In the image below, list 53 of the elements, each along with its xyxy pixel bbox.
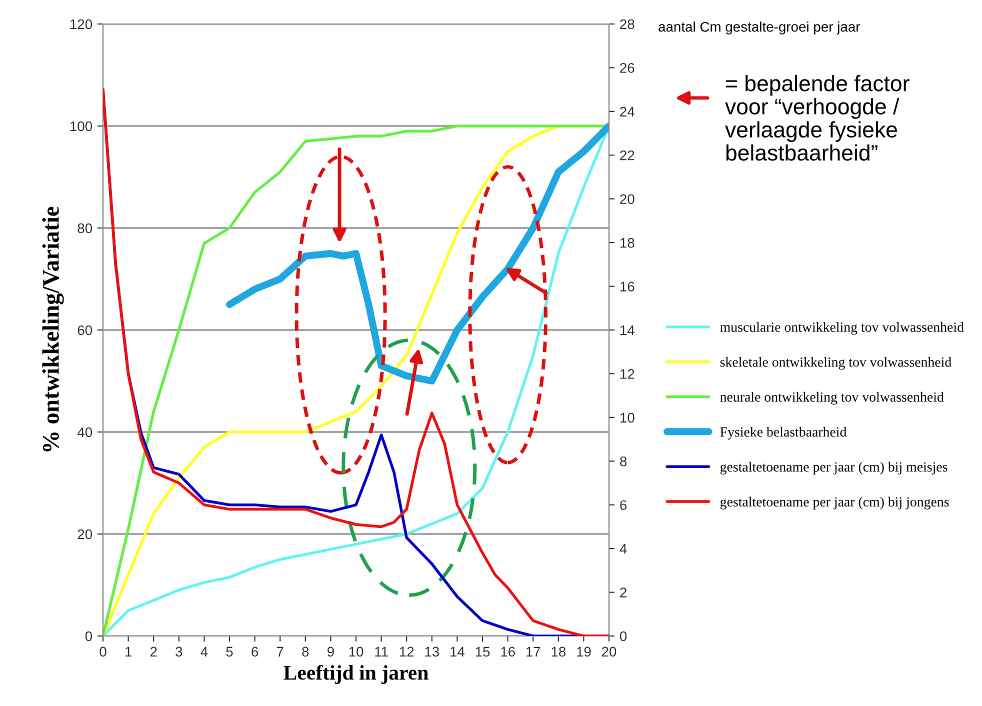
y2-tick-label: 26 <box>620 63 634 73</box>
x-tick-label: 0 <box>100 646 106 657</box>
x-tick-label: 18 <box>552 646 566 657</box>
legend-label: Fysieke belastbaarheid <box>720 426 847 440</box>
x-tick-label: 14 <box>450 646 465 656</box>
y-tick-label: 80 <box>78 223 92 234</box>
legend-label: gestaltetoename per jaar (cm) bij jongens <box>720 496 949 510</box>
y2-tick-label: 16 <box>620 282 634 292</box>
y2-axis-title: aantal Cm gestalte-groei per jaar <box>658 22 860 34</box>
y2-tick-label: 4 <box>620 544 627 554</box>
y2-tick-label: 0 <box>620 631 627 642</box>
y2-tick-label: 20 <box>620 194 634 204</box>
x-tick-label: 17 <box>526 646 540 656</box>
y2-tick-label: 24 <box>620 106 634 116</box>
legend-label: gestaltetoename per jaar (cm) bij meisjes <box>720 462 948 474</box>
y2-tick-label: 22 <box>620 150 634 160</box>
x-tick-label: 13 <box>425 646 440 657</box>
x-tick-label: 8 <box>302 646 309 657</box>
y2-tick-label: 6 <box>620 500 627 510</box>
y2-tick-label: 12 <box>620 369 634 379</box>
x-tick-label: 7 <box>276 646 284 656</box>
legend-label: skeletale ontwikkeling tov volwassenheid <box>720 356 952 370</box>
y2-tick-label: 14 <box>620 325 634 336</box>
y2-tick-label: 28 <box>620 19 634 30</box>
legend-label: muscularie ontwikkeling tov volwassenheid <box>720 322 964 335</box>
x-tick-label: 1 <box>125 646 132 656</box>
x-tick-label: 2 <box>150 646 157 656</box>
y2-tick-label: 10 <box>620 412 634 423</box>
text: = bepalende factor voor “verhoogde / verlaagde fysieke belastbaarheid” <box>725 75 910 161</box>
y-tick-label: 20 <box>78 529 92 540</box>
x-axis-title: Leeftijd in jaren <box>284 664 428 684</box>
x-tick-label: 12 <box>400 646 414 656</box>
x-tick-label: 20 <box>602 646 616 657</box>
x-tick-label: 10 <box>349 646 364 657</box>
x-tick-label: 9 <box>327 646 334 657</box>
y2-tick-label: 18 <box>620 238 634 248</box>
y-tick-label: 0 <box>85 631 92 642</box>
y-tick-label: 60 <box>78 325 92 336</box>
x-tick-label: 16 <box>501 646 515 657</box>
x-tick-label: 6 <box>252 646 258 657</box>
x-tick-label: 11 <box>375 646 388 656</box>
legend-label: neurale ontwikkeling tov volwassenheid <box>720 392 944 405</box>
x-tick-label: 15 <box>476 646 490 657</box>
y2-tick-label: 2 <box>620 588 626 598</box>
y-tick-label: 100 <box>70 121 92 132</box>
y-tick-label: 40 <box>77 427 92 438</box>
x-tick-label: 5 <box>226 646 233 657</box>
y-axis-title: % ontwikkeling/Variatie <box>42 206 64 452</box>
x-tick-label: 4 <box>200 646 208 656</box>
y2-tick-label: 8 <box>620 456 627 466</box>
x-tick-label: 19 <box>577 646 591 657</box>
x-tick-label: 3 <box>176 646 182 657</box>
y-tick-label: 120 <box>70 19 92 30</box>
